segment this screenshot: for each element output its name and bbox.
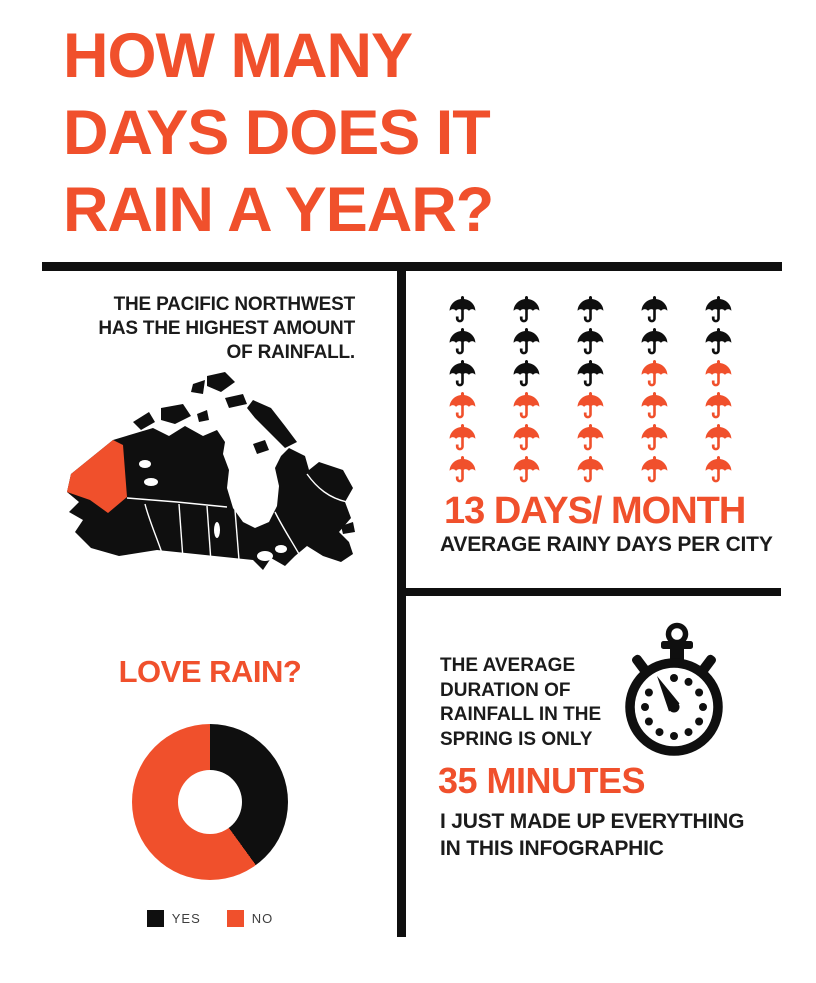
pacific-northwest-fact: THE PACIFIC NORTHWEST HAS THE HIGHEST AM… (98, 294, 355, 363)
umbrella-icon (577, 295, 604, 323)
umbrella-icon (705, 295, 732, 323)
umbrella-icon (449, 391, 476, 419)
umbrella-icon (641, 327, 668, 355)
umbrella-icon (577, 423, 604, 451)
umbrella-icon (577, 359, 604, 387)
legend-item: NO (226, 910, 274, 927)
umbrella-icon (641, 359, 668, 387)
yukon-highlight (67, 440, 127, 513)
legend-swatch (146, 910, 164, 927)
umbrella-icon (641, 295, 668, 323)
rainy-days-subheadline: AVERAGE RAINY DAYS PER CITY (440, 533, 773, 556)
umbrella-icon (513, 359, 540, 387)
umbrella-icon (641, 423, 668, 451)
divider-top (42, 262, 782, 271)
umbrella-pictograph (447, 294, 734, 485)
umbrella-icon (513, 295, 540, 323)
legend-label: NO (251, 911, 274, 926)
donut-hole (178, 770, 242, 834)
divider-vertical (397, 262, 406, 937)
umbrella-icon (705, 455, 732, 483)
legend-swatch (226, 910, 244, 927)
umbrella-icon (705, 359, 732, 387)
donut-legend: YES NO (60, 910, 360, 927)
umbrella-icon (577, 455, 604, 483)
duration-lead-text: THE AVERAGE DURATION OF RAINFALL IN THE … (440, 655, 602, 750)
divider-middle (400, 588, 781, 596)
umbrella-icon (577, 327, 604, 355)
umbrella-icon (513, 327, 540, 355)
umbrella-icon (449, 327, 476, 355)
umbrella-icon (513, 455, 540, 483)
umbrella-icon (641, 455, 668, 483)
umbrella-icon (577, 391, 604, 419)
umbrella-icon (513, 391, 540, 419)
stopwatch-icon (625, 622, 723, 756)
canada-map (67, 372, 355, 570)
umbrella-icon (449, 359, 476, 387)
legend-item: YES (146, 910, 201, 927)
page-title: HOW MANY DAYS DOES IT RAIN A YEAR? (63, 21, 494, 245)
umbrella-icon (705, 423, 732, 451)
love-rain-donut-chart (132, 724, 288, 880)
umbrella-icon (449, 423, 476, 451)
umbrella-icon (449, 295, 476, 323)
duration-headline: 35 MINUTES (438, 760, 646, 801)
poll-heading: LOVE RAIN? (118, 654, 302, 689)
umbrella-icon (513, 423, 540, 451)
umbrella-icon (705, 391, 732, 419)
disclaimer-text: I JUST MADE UP EVERYTHING IN THIS INFOGR… (440, 810, 745, 860)
legend-label: YES (171, 911, 201, 926)
umbrella-icon (705, 327, 732, 355)
rainy-days-headline: 13 DAYS/ MONTH (444, 490, 746, 532)
umbrella-icon (449, 455, 476, 483)
umbrella-icon (641, 391, 668, 419)
